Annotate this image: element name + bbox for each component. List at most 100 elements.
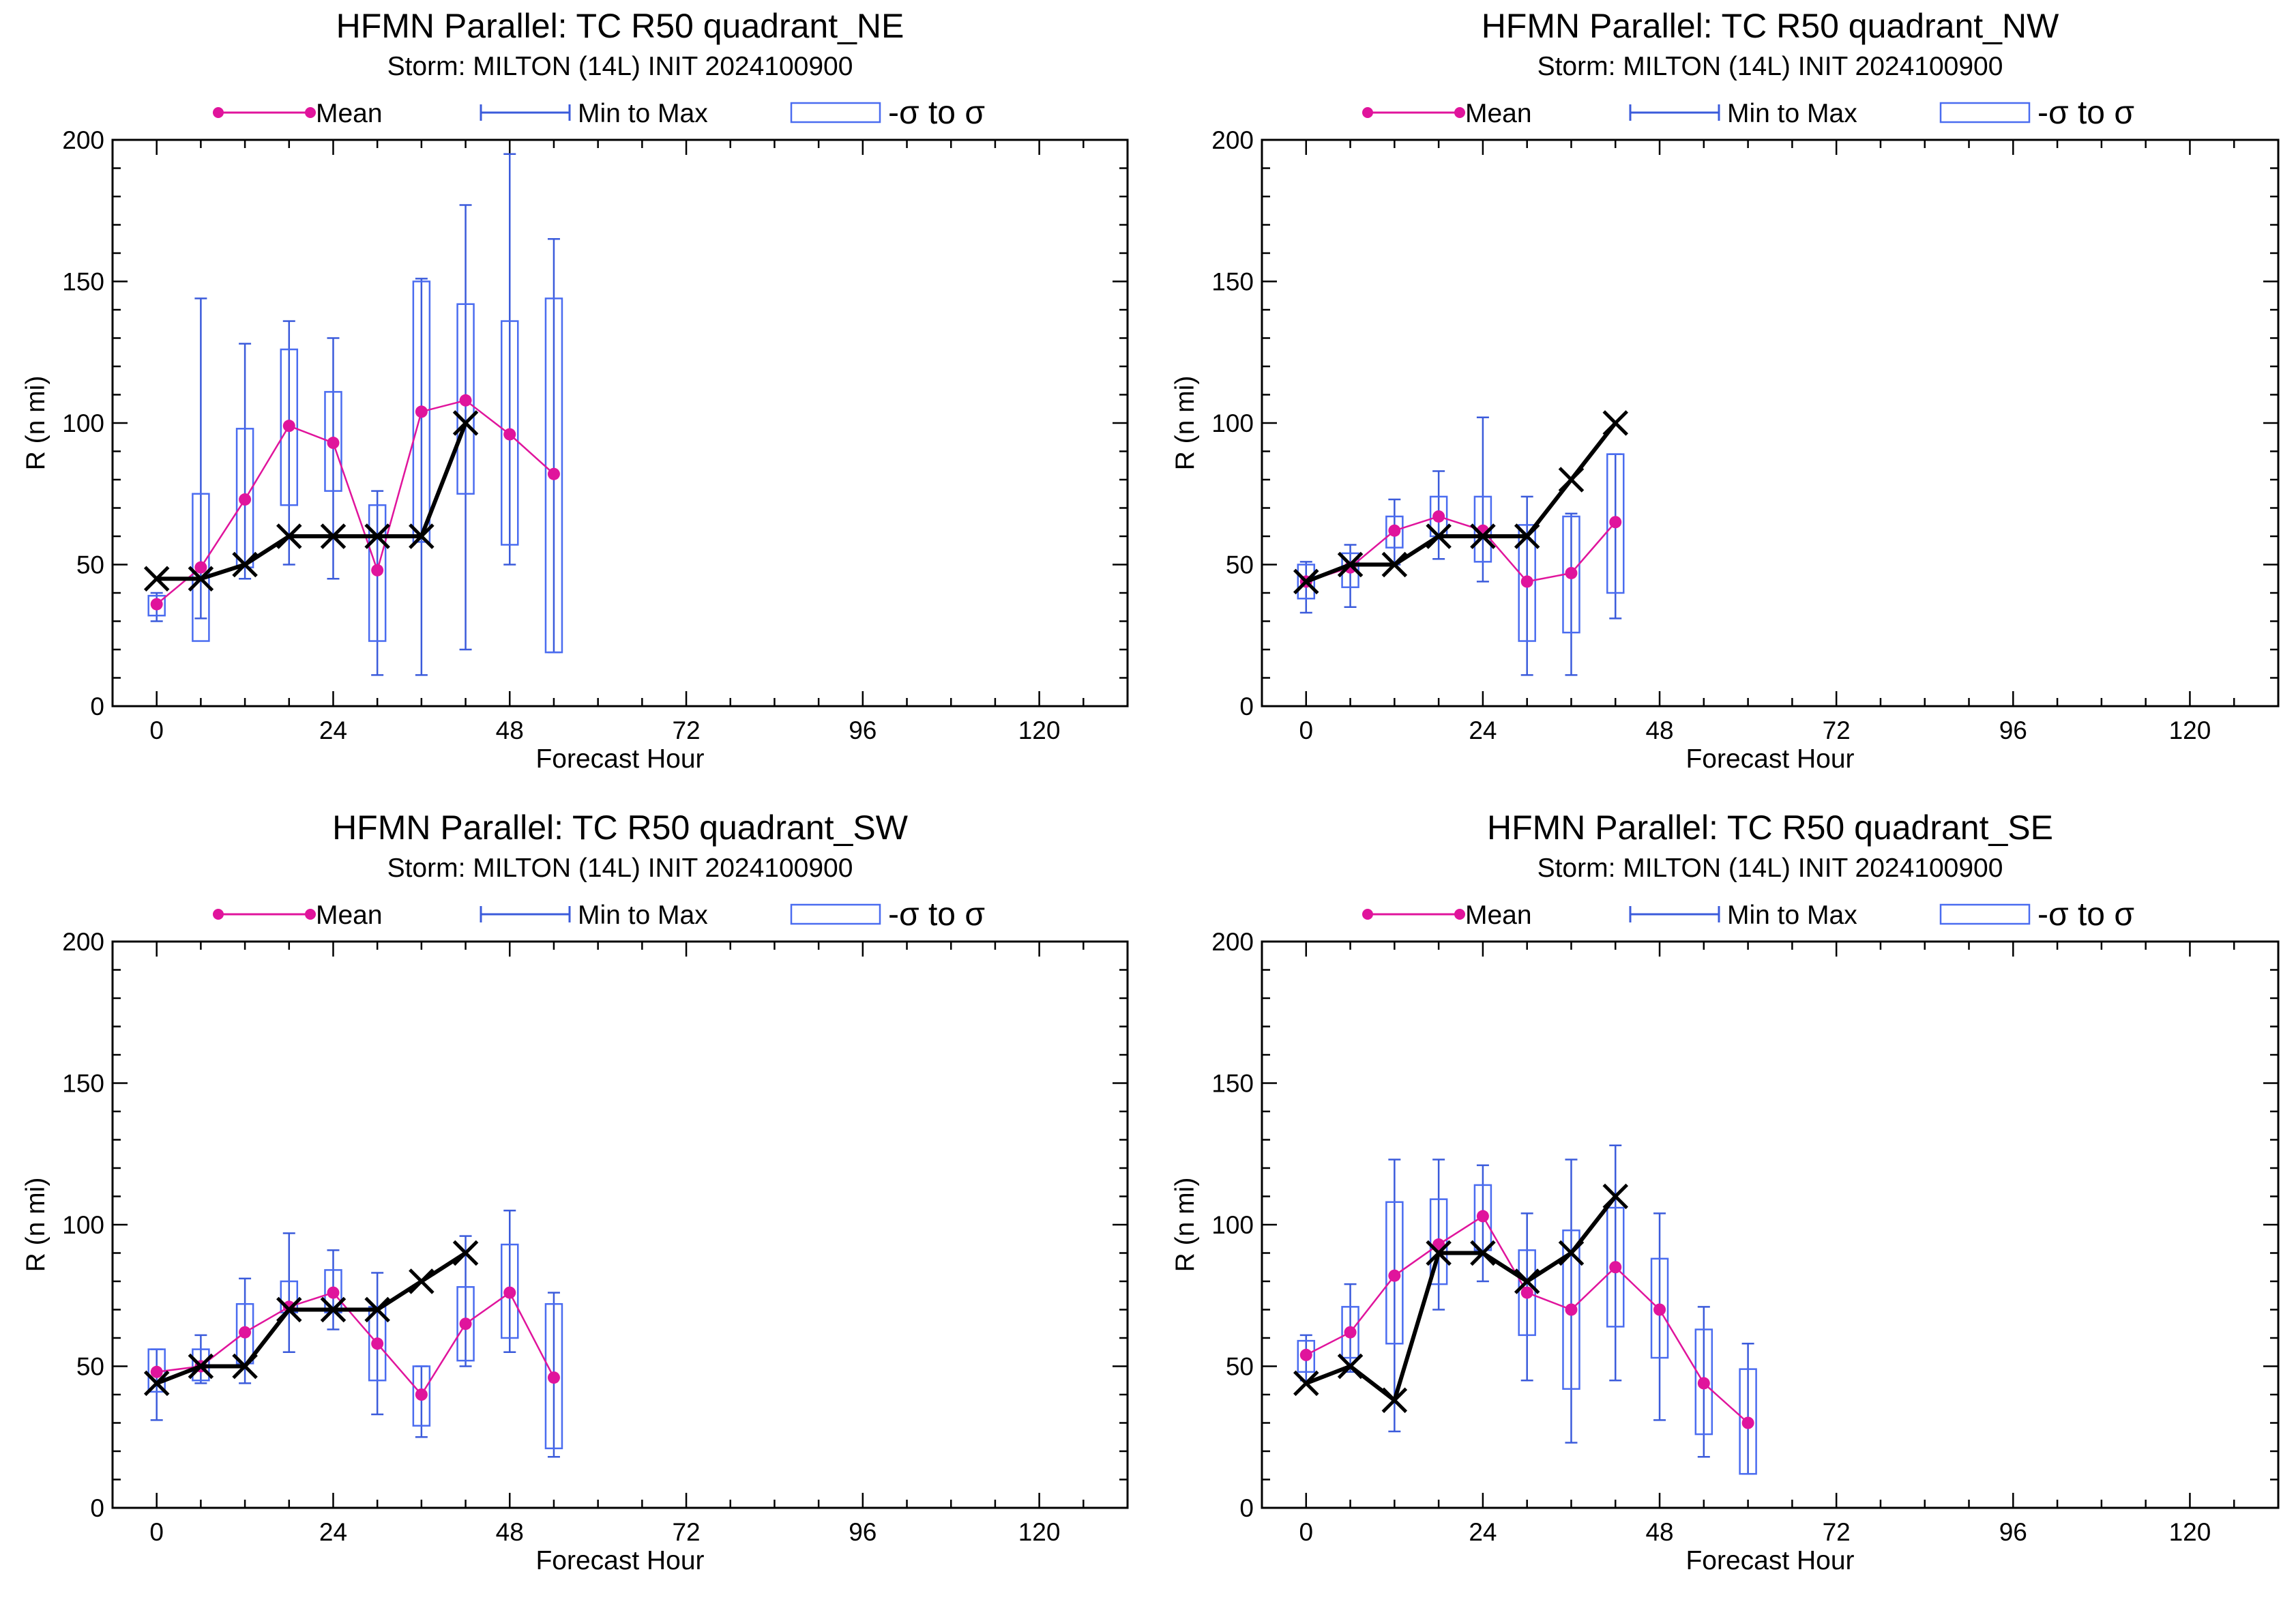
legend-mean-label: Mean (1465, 99, 1532, 128)
x-tick-label: 0 (149, 1518, 164, 1546)
legend: Mean Min to Max -σ to σ (1362, 897, 2134, 933)
legend-range-label: Min to Max (578, 99, 708, 128)
observed-x-marker (188, 566, 214, 592)
mean-point (459, 394, 472, 407)
y-tick-label: 150 (1211, 268, 1254, 296)
legend: Mean Min to Max -σ to σ (213, 95, 985, 131)
mean-point (327, 1286, 340, 1299)
x-tick-label: 24 (1469, 716, 1497, 744)
observed-x-stroke (232, 551, 258, 578)
x-tick-label: 48 (496, 716, 524, 744)
observed-x-stroke (1558, 467, 1585, 493)
y-tick-label: 200 (1211, 928, 1254, 956)
mean-point (371, 564, 384, 577)
sigma-box (1650, 1257, 1669, 1359)
observed-x-marker (1602, 1183, 1629, 1210)
legend-mean-label: Mean (316, 901, 383, 930)
x-tick-label: 24 (1469, 1518, 1497, 1546)
plot-frame (111, 139, 1129, 708)
observed-x-marker (409, 523, 435, 549)
sigma-box (368, 1306, 387, 1382)
observed-x-stroke (1514, 1268, 1540, 1294)
observed-x-marker (1337, 1353, 1364, 1380)
observed-x-stroke (1293, 1370, 1319, 1397)
y-axis-label: R (n mi) (1171, 1178, 1200, 1272)
sigma-box (412, 280, 431, 543)
mean-point (459, 1317, 472, 1330)
observed-x-marker (1381, 551, 1408, 578)
y-tick-label: 100 (62, 409, 104, 437)
observed-series-line (156, 422, 468, 581)
legend-sigma-label: -σ to σ (888, 897, 985, 933)
legend-range-label: Min to Max (1727, 901, 1857, 930)
x-tick-label: 120 (1018, 1518, 1061, 1546)
observed-x-marker (232, 1353, 258, 1380)
legend-mean-marker (1362, 909, 1373, 920)
sigma-box (280, 348, 299, 506)
mean-point (415, 1388, 428, 1401)
observed-x-marker (320, 1296, 347, 1323)
observed-x-stroke (364, 1296, 390, 1323)
observed-series-line (156, 1251, 467, 1386)
observed-x-marker (1293, 1370, 1319, 1397)
observed-x-marker (1514, 523, 1540, 549)
mean-point (1432, 510, 1445, 523)
mean-point (547, 467, 560, 480)
legend-mean-label: Mean (316, 99, 383, 128)
mean-point (327, 437, 340, 450)
x-tick-label: 48 (1645, 1518, 1673, 1546)
sigma-box (1341, 1306, 1359, 1359)
observed-x-marker (188, 1353, 214, 1380)
y-axis-label: R (n mi) (21, 1178, 50, 1272)
sigma-box (501, 1243, 519, 1339)
chart-subtitle: Storm: MILTON (14L) INIT 2024100900 (387, 854, 853, 883)
observed-series-line (1305, 422, 1617, 584)
chart-title: HFMN Parallel: TC R50 quadrant_SW (332, 809, 909, 847)
legend-range-label: Min to Max (578, 901, 708, 930)
legend-sigma-label: -σ to σ (2037, 95, 2134, 131)
observed-x-stroke (1337, 551, 1364, 578)
observed-x-stroke (143, 566, 170, 592)
observed-x-marker (320, 523, 347, 549)
mean-point (239, 1326, 252, 1339)
observed-x-marker (1426, 1240, 1452, 1266)
observed-x-marker (452, 410, 479, 436)
chart-panel-2: HFMN Parallel: TC R50 quadrant_SW Storm: … (21, 809, 1129, 1575)
mean-point (1565, 566, 1578, 579)
chart-subtitle: Storm: MILTON (14L) INIT 2024100900 (1537, 52, 2003, 81)
mean-point (150, 1365, 163, 1378)
chart-title: HFMN Parallel: TC R50 quadrant_NE (336, 7, 904, 45)
y-axis-label: R (n mi) (1171, 376, 1200, 471)
y-tick-label: 50 (1226, 551, 1254, 579)
chart-panel-0: HFMN Parallel: TC R50 quadrant_NE Storm: … (21, 7, 1129, 774)
chart-subtitle: Storm: MILTON (14L) INIT 2024100900 (387, 52, 853, 81)
x-tick-label: 120 (2169, 1518, 2211, 1546)
observed-x-stroke (1381, 1387, 1408, 1414)
x-tick-label: 96 (849, 1518, 877, 1546)
observed-x-stroke (232, 1353, 258, 1380)
observed-x-marker (1337, 551, 1364, 578)
sigma-box (368, 504, 387, 642)
mean-point (1565, 1303, 1578, 1316)
x-tick-label: 96 (1999, 1518, 2027, 1546)
sigma-box (456, 1286, 475, 1362)
y-tick-label: 150 (62, 268, 104, 296)
observed-x-marker (1558, 467, 1585, 493)
sigma-box (1606, 453, 1625, 594)
observed-x-stroke (409, 523, 435, 549)
y-tick-label: 0 (1239, 1494, 1254, 1522)
observed-x-stroke (1514, 523, 1540, 549)
x-axis-label: Forecast Hour (535, 1546, 704, 1575)
observed-x-marker (452, 1240, 479, 1266)
observed-x-marker (364, 1296, 390, 1323)
mean-point (194, 561, 207, 574)
observed-x-marker (1514, 1268, 1540, 1294)
plot-frame (1261, 940, 2280, 1509)
sigma-box (1562, 1229, 1580, 1390)
observed-x-stroke (1337, 1353, 1364, 1380)
observed-x-stroke (1470, 1240, 1496, 1266)
legend: Mean Min to Max -σ to σ (1362, 95, 2134, 131)
x-tick-label: 0 (1299, 716, 1313, 744)
y-tick-label: 50 (1226, 1353, 1254, 1381)
y-tick-label: 50 (76, 551, 104, 579)
